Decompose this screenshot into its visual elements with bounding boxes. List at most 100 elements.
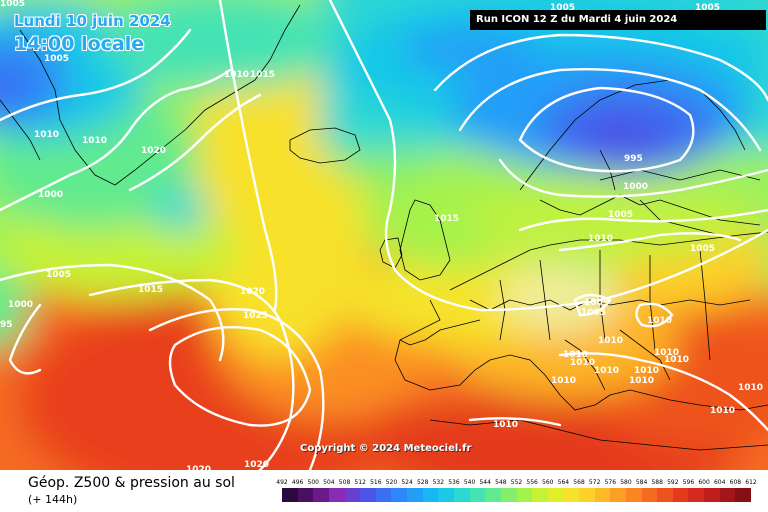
south-europe-coast: [394, 299, 768, 411]
legend-tick-label: 520: [385, 479, 398, 486]
legend-swatch: [500, 488, 517, 502]
legend-tick-label: 504: [323, 479, 335, 486]
isobar-label: 1010: [563, 350, 588, 360]
north-europe-coast: [449, 231, 768, 291]
legend-swatch: [516, 488, 533, 502]
isobar-1020-north: [128, 93, 262, 192]
iceland-coast: [289, 127, 361, 164]
legend-tick-label: 556: [526, 479, 538, 486]
isobar-label: 1005: [550, 3, 575, 13]
legend-swatch: [391, 488, 408, 502]
copyright-text: Copyright © 2024 Meteociel.fr: [300, 443, 472, 454]
isobar-label: 1005: [0, 0, 25, 9]
isobar-label: 1010: [710, 406, 735, 416]
isobar-label: 1010: [594, 366, 619, 376]
model-run-label: Run ICON 12 Z du Mardi 4 juin 2024: [470, 10, 766, 30]
isobar-label: 1000: [8, 300, 33, 310]
isobar-label: 1010: [588, 234, 613, 244]
isobar-label: 1005: [695, 3, 720, 13]
sweden-coast: [599, 149, 616, 191]
legend-tick-label: 608: [729, 479, 742, 486]
isobar-label: 1015: [250, 70, 275, 80]
isobar-label: 1010: [598, 336, 623, 346]
greenland-west-coast: [0, 99, 41, 161]
legend-swatch: [375, 488, 392, 502]
legend-swatch: [735, 488, 752, 502]
isobar-label: 1005: [584, 298, 609, 308]
legend-tick-label: 612: [745, 479, 757, 486]
biscay-coast: [399, 319, 481, 346]
legend-tick-label: 604: [713, 479, 726, 486]
isobar-label: 1005: [581, 308, 606, 318]
legend-swatch: [704, 488, 721, 502]
isobar-label: 1010: [738, 383, 763, 393]
isobar-label: 1010: [634, 366, 659, 376]
legend-swatch: [469, 488, 486, 502]
legend-tick-label: 576: [604, 479, 617, 486]
forecast-time: 14:00 locale: [14, 33, 145, 55]
legend-tick-label: 592: [667, 479, 679, 486]
legend-tick-label: 508: [338, 479, 351, 486]
weather-map: 1005 1005 1005 1010 1010 1010 1015 1020 …: [0, 0, 768, 470]
legend-tick-label: 588: [651, 479, 663, 486]
legend-tick-label: 596: [682, 479, 695, 486]
isobar-label: 1000: [623, 182, 648, 192]
map-footer: Géop. Z500 & pression au sol (+ 144h) 49…: [0, 470, 768, 512]
legend-swatch: [719, 488, 736, 502]
greenland-coast: [19, 4, 301, 186]
legend-tick-label: 552: [510, 479, 523, 486]
north-africa-coast: [429, 419, 768, 451]
legend-swatch: [328, 488, 346, 502]
isobar-label: 1005: [690, 244, 715, 254]
legend-tick-label: 564: [557, 479, 570, 486]
isobar-label: 1010: [654, 348, 679, 358]
legend-swatch: [579, 488, 596, 502]
isobar-1005-south: [0, 263, 225, 362]
color-legend: 492 496 500 504 508 512 516 520 524 528 532 536 540 5…: [276, 478, 757, 508]
country-borders-1: [469, 299, 751, 311]
legend-swatch: [625, 488, 643, 502]
legend-swatch: [282, 488, 299, 502]
coastline-layer: [0, 4, 768, 451]
legend-swatch: [688, 488, 705, 502]
legend-swatch: [485, 488, 502, 502]
legend-swatch: [453, 488, 471, 502]
legend-swatch: [610, 488, 627, 502]
isobar-1005-central: [558, 232, 742, 252]
legend-tick-label: 560: [542, 479, 554, 486]
isobar-label: 1010: [224, 70, 249, 80]
isobar-1010-africa: [468, 417, 562, 427]
legend-swatch: [672, 488, 689, 502]
isobar-label: 1020: [244, 460, 269, 470]
legend-tick-label: 492: [276, 479, 288, 486]
isobar-label: 1015: [434, 214, 459, 224]
isobar-label: 1015: [138, 285, 163, 295]
isobar-label: 1020: [141, 146, 166, 156]
legend-tick-label: 500: [307, 479, 319, 486]
baltic-coast: [539, 194, 761, 226]
legend-swatch: [422, 488, 439, 502]
isobar-1015: [88, 278, 295, 470]
isobar-1005-small: [573, 293, 612, 317]
isobar-label: 1010: [570, 358, 595, 368]
isobar-label: 995: [624, 154, 643, 164]
isobar-label: 1010: [493, 420, 518, 430]
legend-tick-label: 548: [495, 479, 507, 486]
isobar-1000-north: [458, 67, 762, 152]
isobar-1020: [148, 307, 325, 470]
chart-title: Géop. Z500 & pression au sol: [28, 475, 235, 491]
isobar-label: 1010: [664, 355, 689, 365]
legend-tick-label: 568: [573, 479, 585, 486]
legend-swatch: [344, 488, 361, 502]
isobar-label: 1005: [44, 54, 69, 64]
isobar-label: 1010: [629, 376, 654, 386]
isobar-label: 1005: [46, 270, 71, 280]
legend-tick-label: 544: [479, 479, 491, 486]
legend-tick-label: 528: [416, 479, 429, 486]
isobar-label: 1005: [608, 210, 633, 220]
legend-swatch: [594, 488, 611, 502]
isobar-label: 1000: [38, 190, 63, 200]
legend-swatch: [641, 488, 658, 502]
geopotential-color-field: [0, 0, 768, 470]
isobar-1000-east: [498, 158, 768, 198]
